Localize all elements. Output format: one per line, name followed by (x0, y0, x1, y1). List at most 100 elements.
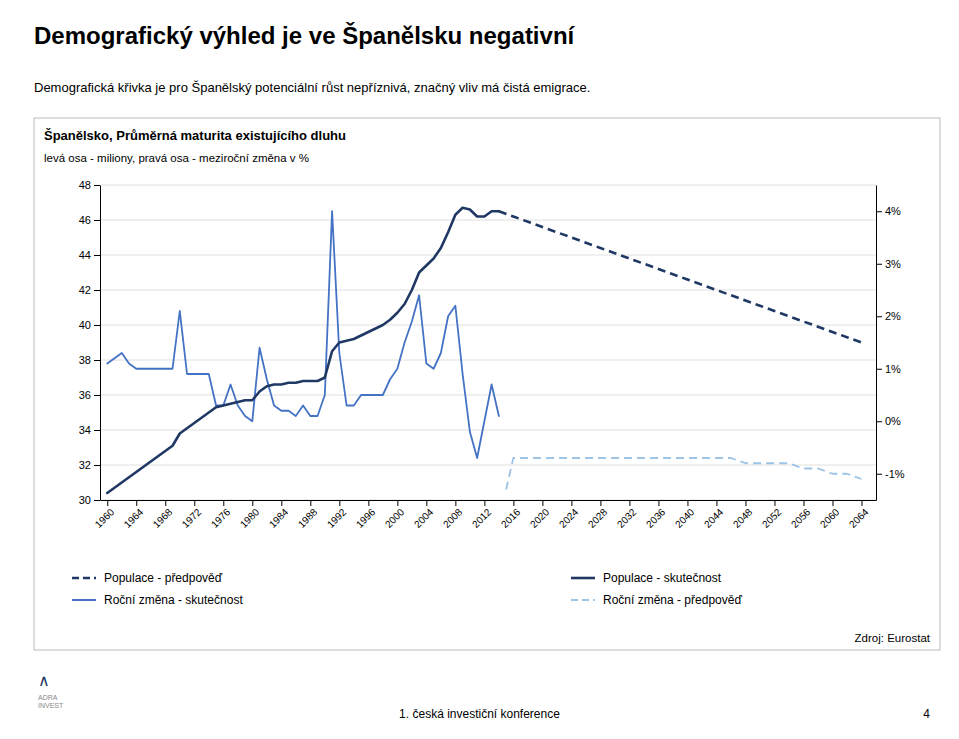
legend-item: Populace - skutečnost (571, 571, 722, 585)
y2-tick-label: 2% (885, 310, 901, 322)
x-tick-label: 2048 (731, 506, 755, 530)
x-tick-label: 2020 (528, 506, 552, 530)
x-axis: 1960196419681972197619801984198819921996… (93, 500, 877, 530)
x-tick-label: 1984 (267, 506, 291, 530)
x-tick-mark (542, 500, 543, 506)
x-tick-label: 2032 (615, 506, 639, 530)
x-tick-mark (571, 500, 572, 506)
y2-tick-label: 3% (885, 258, 901, 270)
x-tick-mark (832, 500, 833, 506)
x-tick-label: 2052 (760, 506, 784, 530)
y-tick: 48 (79, 179, 100, 191)
x-tick-mark (745, 500, 746, 506)
legend-label: Roční změna - předpověď (603, 593, 742, 607)
y-tick-label: 30 (79, 494, 91, 506)
series-line (107, 208, 499, 493)
y2-tick-mark (876, 211, 882, 212)
y-tick-mark (94, 255, 100, 256)
x-tick-label: 1964 (122, 506, 146, 530)
grid-line (100, 325, 876, 326)
y-tick: 30 (79, 494, 100, 506)
y2-tick-mark (876, 316, 882, 317)
y2-tick-mark (876, 264, 882, 265)
y2-tick: 1% (876, 363, 901, 375)
x-tick-label: 1972 (180, 506, 204, 530)
y-tick: 42 (79, 284, 100, 296)
x-tick-label: 2008 (441, 506, 465, 530)
y-tick-mark (94, 465, 100, 466)
series-line (506, 458, 861, 490)
page-number: 4 (923, 707, 930, 721)
x-tick-mark (368, 500, 369, 506)
grid-line (100, 500, 876, 501)
y2-tick-mark (876, 474, 882, 475)
x-tick-mark (107, 500, 108, 506)
y-tick-mark (94, 360, 100, 361)
y2-tick-mark (876, 369, 882, 370)
y-tick: 46 (79, 214, 100, 226)
chart-root: Demografický výhled je ve Španělsku nega… (0, 0, 959, 739)
y2-tick: -1% (876, 468, 905, 480)
logo-mark: ∧ (38, 672, 50, 689)
x-tick-mark (658, 500, 659, 506)
x-tick: 2064 (847, 500, 871, 530)
x-tick-mark (774, 500, 775, 506)
main-title: Demografický výhled je ve Španělsku nega… (34, 22, 576, 49)
x-tick: 2044 (702, 500, 726, 530)
x-tick-mark (310, 500, 311, 506)
x-tick: 2052 (760, 500, 784, 530)
logo-text: ADRAINVEST (38, 694, 64, 709)
x-tick: 1992 (325, 500, 349, 530)
x-tick: 2008 (441, 500, 465, 530)
grid-line (100, 185, 876, 186)
x-tick-label: 1968 (151, 506, 175, 530)
y2-tick-label: 4% (885, 205, 901, 217)
x-tick-label: 2044 (702, 506, 726, 530)
subtitle: Demografická křivka je pro Španělský pot… (34, 80, 590, 95)
x-tick-label: 2016 (499, 506, 523, 530)
grid-line (100, 220, 876, 221)
y-axis: 30323436384042444648 (79, 179, 101, 506)
x-tick: 2036 (644, 500, 668, 530)
x-tick-mark (136, 500, 137, 506)
x-tick-mark (339, 500, 340, 506)
grid-line (100, 430, 876, 431)
legend-swatch (571, 599, 595, 601)
x-tick: 1960 (93, 500, 117, 530)
chart-subtitle: levá osa - miliony, pravá osa - meziročn… (44, 152, 309, 164)
y2-tick-label: 1% (885, 363, 901, 375)
x-tick-label: 2056 (789, 506, 813, 530)
x-tick: 2012 (470, 500, 494, 530)
x-tick: 1980 (238, 500, 262, 530)
grid-line (100, 290, 876, 291)
x-tick-mark (281, 500, 282, 506)
legend-swatch (571, 577, 595, 580)
y2-tick: 3% (876, 258, 901, 270)
series-line (499, 211, 862, 342)
x-tick: 1964 (122, 500, 146, 530)
x-tick-mark (803, 500, 804, 506)
x-tick-label: 1960 (93, 506, 117, 530)
x-axis-line (101, 500, 877, 501)
y-tick-mark (94, 185, 100, 186)
x-tick: 2028 (586, 500, 610, 530)
legend-item: Populace - předpověď (72, 571, 223, 585)
y-tick: 32 (79, 459, 100, 471)
x-tick: 2000 (383, 500, 407, 530)
y-tick: 36 (79, 389, 100, 401)
x-tick: 2004 (412, 500, 436, 530)
grid-line (100, 360, 876, 361)
y-tick-mark (94, 325, 100, 326)
y2-axis-line (876, 186, 877, 501)
x-tick-label: 1980 (238, 506, 262, 530)
legend: Populace - předpověď Populace - skutečnos… (72, 571, 742, 607)
x-tick: 2020 (528, 500, 552, 530)
x-tick-label: 2012 (470, 506, 494, 530)
x-tick-mark (223, 500, 224, 506)
y-tick-mark (94, 220, 100, 221)
y-tick-label: 36 (79, 389, 91, 401)
legend-swatch (72, 599, 96, 601)
y2-axis: -1%0%1%2%3%4% (876, 186, 905, 501)
x-tick-mark (513, 500, 514, 506)
y-tick-label: 48 (79, 179, 91, 191)
